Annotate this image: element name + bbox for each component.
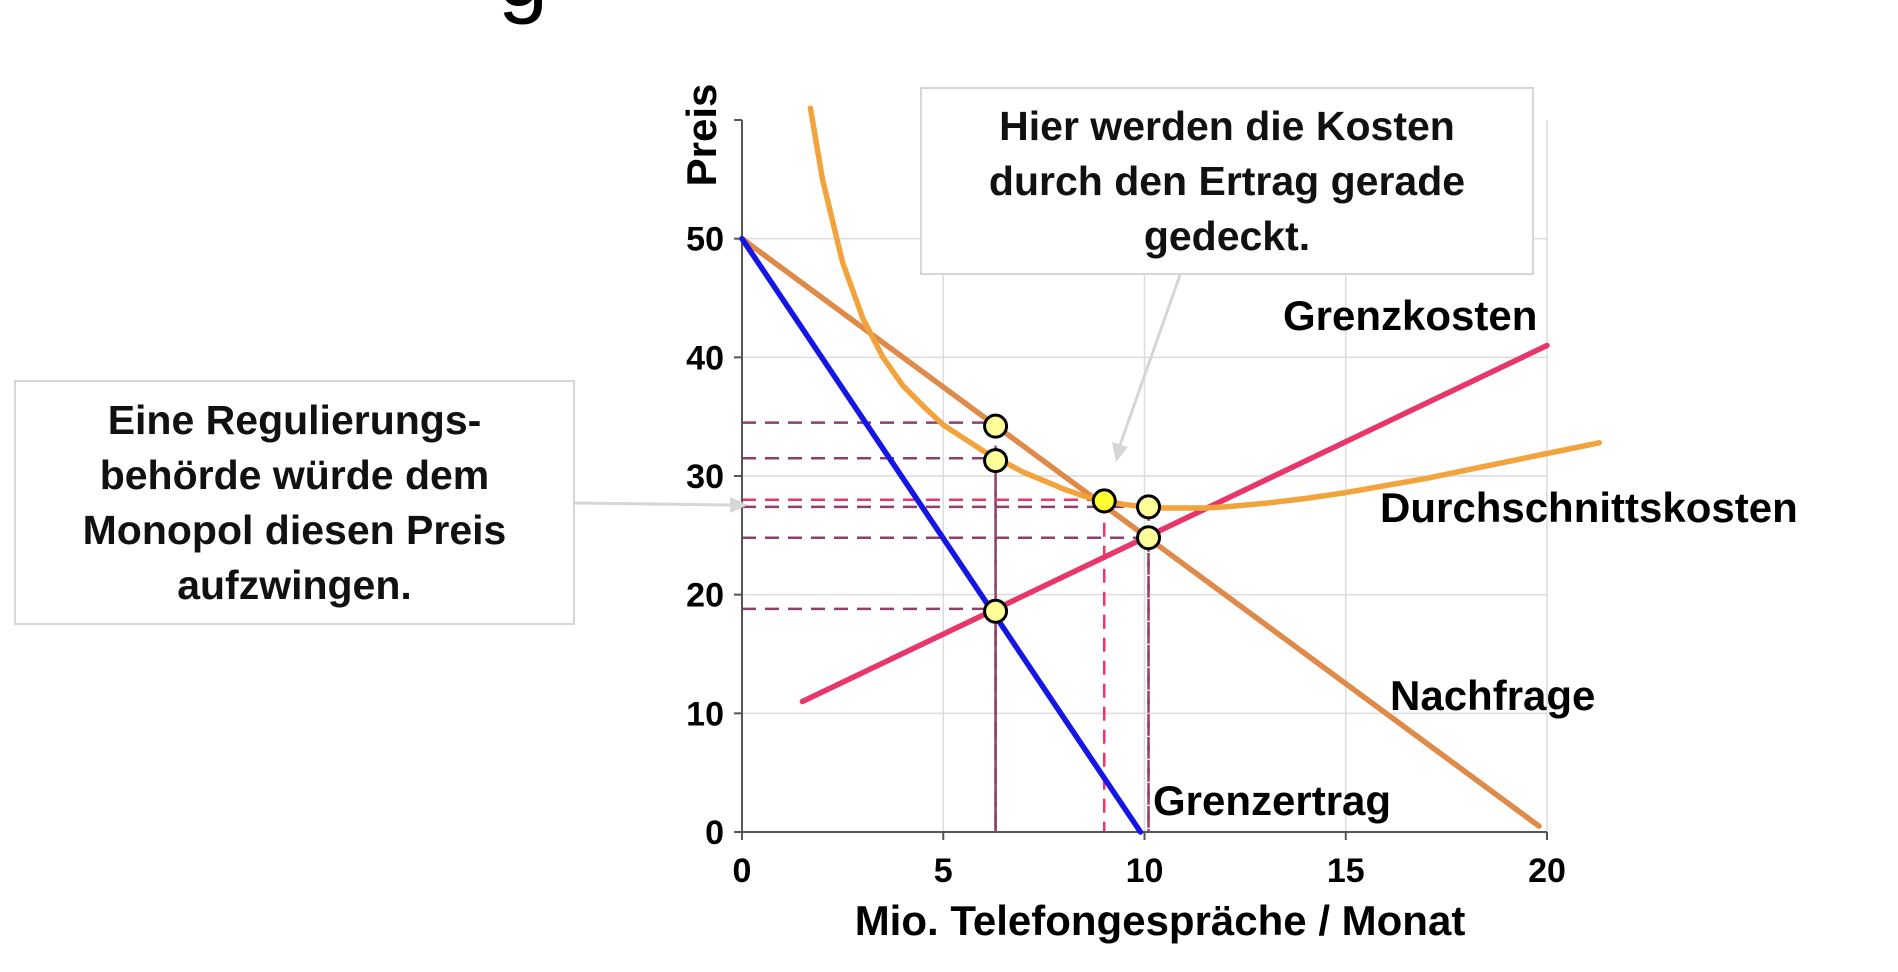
label-grenzertrag: Grenzertrag — [1153, 777, 1391, 824]
label-nachfrage: Nachfrage — [1390, 672, 1595, 719]
cost-pointer — [1118, 274, 1182, 446]
x-axis-title: Mio. Telefongespräche / Monat — [855, 897, 1466, 944]
x-tick-label: 20 — [1528, 852, 1566, 890]
callout-regulator: Eine Regulierungs- behörde würde dem Mon… — [14, 380, 575, 625]
x-tick-label: 15 — [1327, 852, 1365, 890]
y-tick-label: 50 — [686, 221, 724, 259]
tick-labels: 0 10 20 30 40 50 0 5 10 15 20 — [686, 221, 1566, 890]
y-tick-label: 20 — [686, 577, 724, 615]
title-fragment: g — [498, 0, 548, 26]
y-tick-label: 0 — [705, 814, 724, 852]
series-grenzertrag — [739, 235, 1144, 835]
regulator-pointer — [574, 501, 731, 507]
callout-cost-text: Hier werden die Kosten durch den Ertrag … — [988, 102, 1466, 259]
x-tick-label: 10 — [1126, 852, 1164, 890]
intersection-point — [983, 448, 1009, 474]
x-tick-label: 0 — [733, 852, 752, 890]
regulator-pointer-arrowhead — [730, 497, 748, 513]
guide-lines — [742, 421, 1150, 832]
label-grenzkosten: Grenzkosten — [1283, 292, 1537, 339]
y-tick-label: 30 — [686, 458, 724, 496]
intersection-point — [983, 598, 1009, 624]
x-tick-label: 5 — [934, 852, 953, 890]
label-durchschnittskosten: Durchschnittskosten — [1380, 484, 1798, 531]
callout-regulator-text: Eine Regulierungs- behörde würde dem Mon… — [82, 396, 507, 608]
intersection-point — [1136, 494, 1162, 520]
intersection-point — [983, 413, 1009, 439]
callout-cost: Hier werden die Kosten durch den Ertrag … — [920, 87, 1534, 275]
intersection-point — [1136, 525, 1162, 551]
y-axis-title: Preis — [678, 84, 725, 187]
y-tick-label: 10 — [686, 695, 724, 733]
intersection-points — [983, 413, 1162, 624]
cost-pointer-arrowhead — [1112, 442, 1128, 462]
y-tick-label: 40 — [686, 339, 724, 377]
series-grenzkosten — [799, 342, 1550, 705]
intersection-point — [1091, 488, 1117, 514]
